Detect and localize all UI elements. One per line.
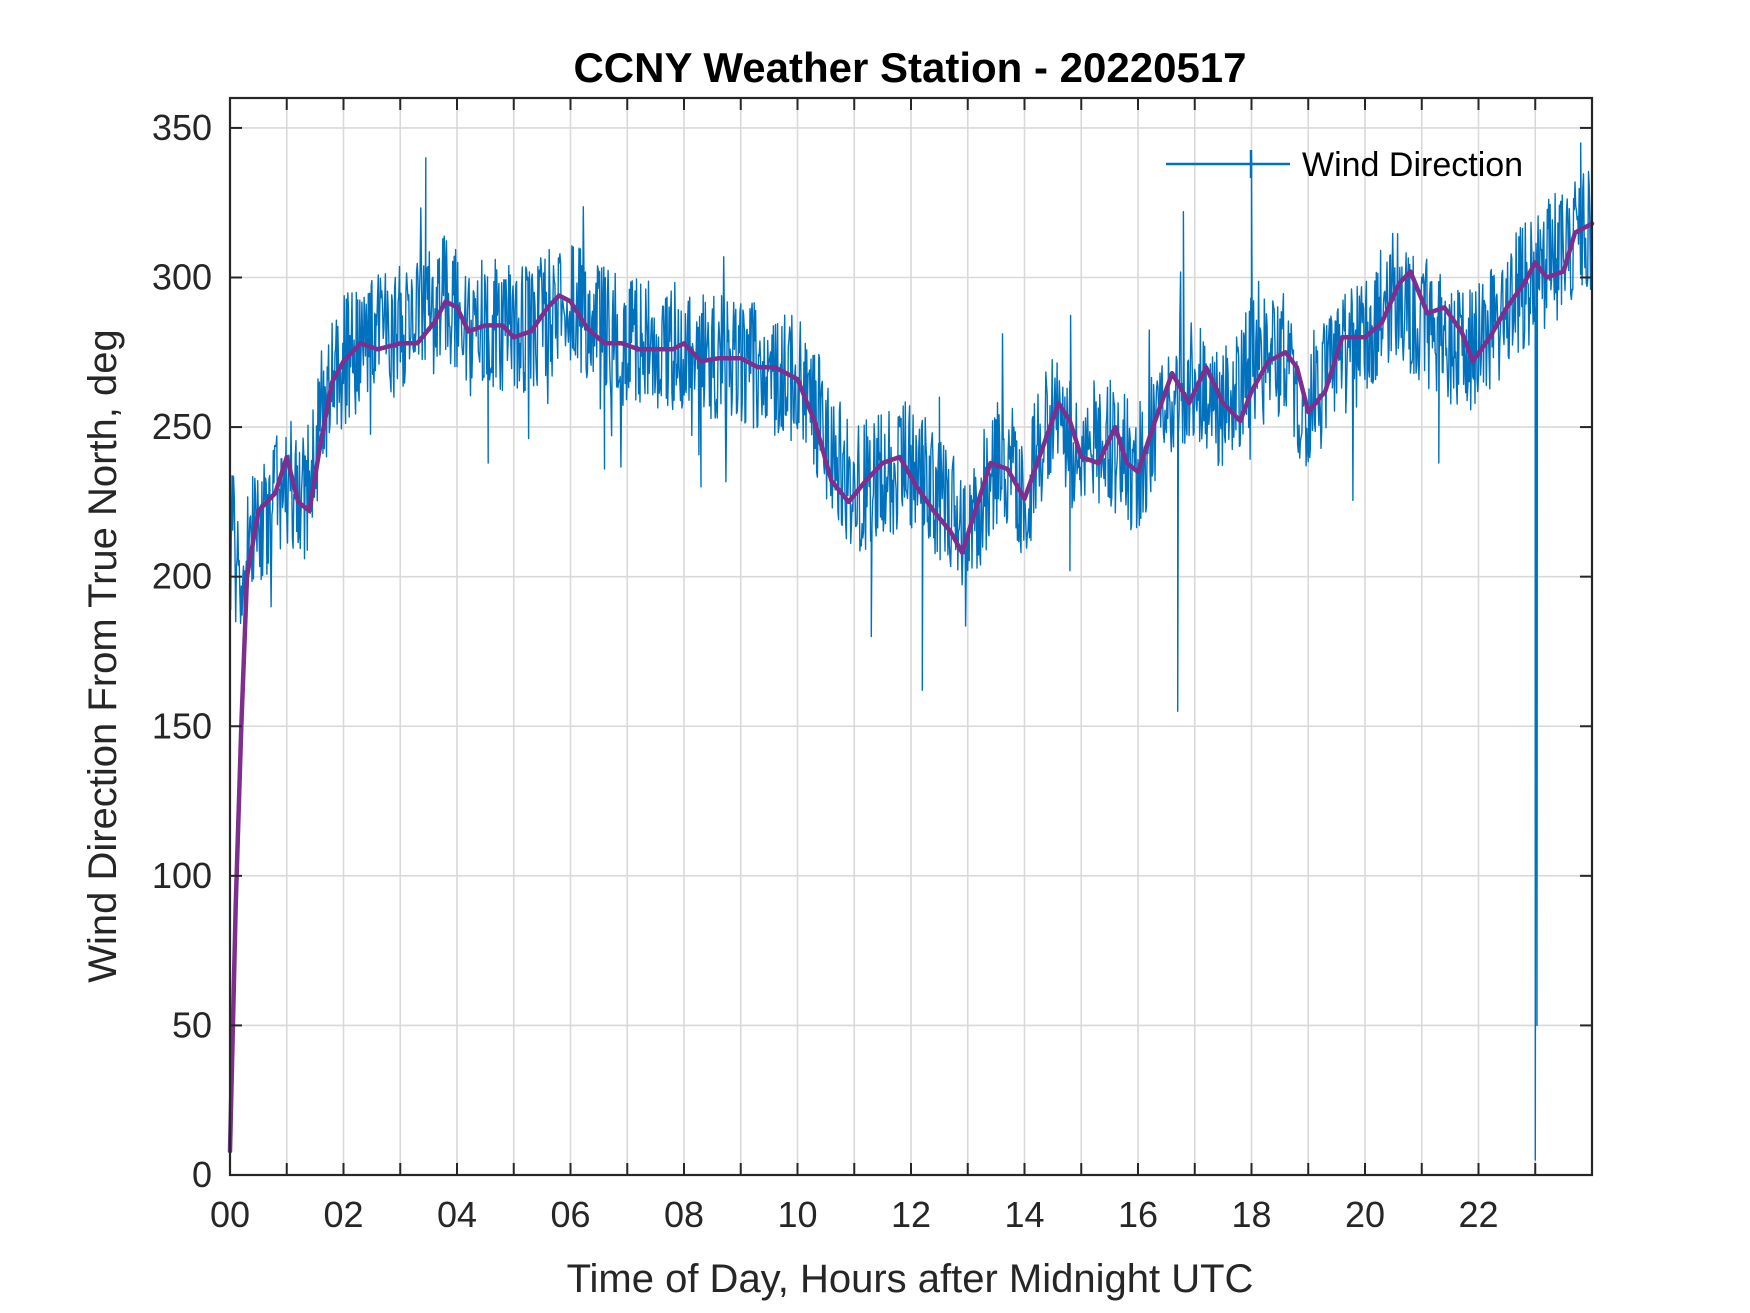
x-tick-label: 06 <box>550 1194 590 1235</box>
y-tick-label: 0 <box>192 1154 212 1195</box>
series-wind-direction <box>229 142 1593 1161</box>
y-tick-label: 200 <box>152 556 212 597</box>
y-tick-label: 300 <box>152 257 212 298</box>
y-axis-title: Wind Direction From True North, deg <box>81 329 125 983</box>
series-layer <box>227 142 1595 1161</box>
x-tick-label: 20 <box>1345 1194 1385 1235</box>
legend: Wind Direction <box>1166 146 1523 184</box>
x-tick-label: 02 <box>323 1194 363 1235</box>
axis-ticks <box>229 98 1592 1176</box>
legend-label-wind-direction: Wind Direction <box>1302 146 1523 184</box>
x-axis-title: Time of Day, Hours after Midnight UTC <box>567 1257 1254 1301</box>
y-tick-label: 50 <box>172 1004 212 1045</box>
series-moving-average <box>227 221 1595 1154</box>
y-tick-label: 150 <box>152 705 212 746</box>
x-tick-label: 00 <box>210 1194 250 1235</box>
chart-title: CCNY Weather Station - 20220517 <box>573 44 1246 91</box>
x-tick-label: 22 <box>1458 1194 1498 1235</box>
x-tick-label: 08 <box>664 1194 704 1235</box>
y-tick-label: 250 <box>152 406 212 447</box>
x-tick-label: 04 <box>437 1194 477 1235</box>
y-tick-label: 350 <box>152 107 212 148</box>
y-tick-labels: 0 50 100 150 200 250 300 350 <box>152 107 212 1195</box>
x-tick-label: 18 <box>1231 1194 1271 1235</box>
x-tick-labels: 00 02 04 06 08 10 12 14 16 18 20 22 <box>210 1194 1499 1235</box>
y-tick-label: 100 <box>152 855 212 896</box>
x-tick-label: 10 <box>777 1194 817 1235</box>
x-tick-label: 14 <box>1004 1194 1044 1235</box>
x-tick-label: 12 <box>891 1194 931 1235</box>
x-tick-label: 16 <box>1118 1194 1158 1235</box>
